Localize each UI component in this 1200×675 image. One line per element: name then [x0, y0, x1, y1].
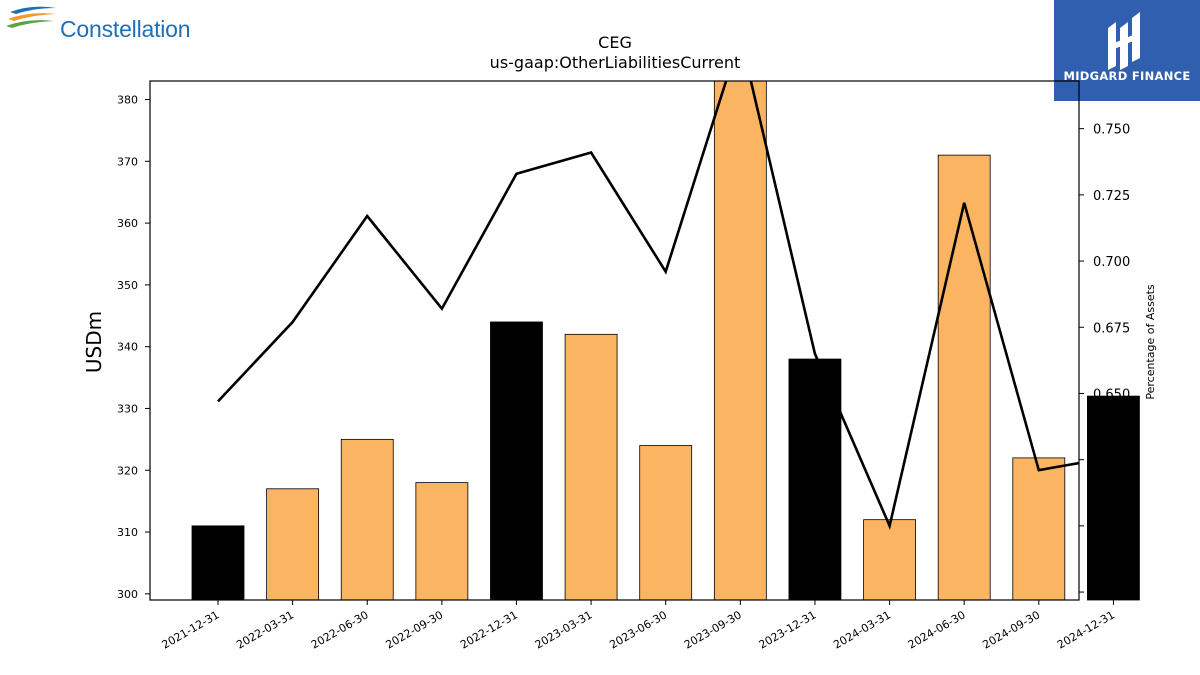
bar-2022-06-30 — [340, 438, 394, 601]
x-tick-label: 2024-03-31 — [831, 608, 893, 651]
bar-2024-03-31 — [863, 519, 916, 601]
bar-2022-03-31 — [266, 488, 320, 601]
bar-2024-12-31 — [1087, 395, 1140, 601]
bar-2022-09-30 — [415, 482, 469, 601]
x-tick-label: 2022-06-30 — [309, 608, 371, 651]
y2-tick-label: 0.750 — [1093, 123, 1130, 138]
bar-2024-09-30 — [1012, 457, 1066, 601]
x-tick-label: 2022-12-31 — [458, 608, 520, 651]
x-tick-label: 2023-09-30 — [682, 608, 744, 651]
y-tick-label: 310 — [117, 526, 138, 539]
y-tick-label: 370 — [117, 155, 138, 168]
y2-tick-label: 0.675 — [1093, 321, 1130, 336]
y-axis-label: USDm — [82, 311, 106, 373]
y2-tick-label: 0.600 — [1093, 520, 1130, 535]
x-tick-label: 2023-12-31 — [757, 608, 819, 651]
constellation-swoosh-icon — [6, 6, 56, 28]
y2-tick-label: 0.725 — [1093, 189, 1130, 204]
bar-2023-12-31 — [788, 358, 842, 601]
bar-2023-06-30 — [639, 445, 693, 601]
x-tick-label: 2021-12-31 — [160, 608, 222, 651]
y2-tick-label: 0.650 — [1093, 387, 1130, 402]
y-tick-label: 300 — [117, 588, 138, 601]
x-tick-label: 2023-06-30 — [607, 608, 669, 651]
y-tick-label: 320 — [117, 464, 138, 477]
x-tick-label: 2022-09-30 — [383, 608, 445, 651]
constellation-wordmark: Constellation — [60, 16, 191, 42]
percentage-of-assets-line — [217, 81, 1079, 531]
y2-tick-label: 0.625 — [1093, 454, 1130, 469]
y2-tick-label: 0.700 — [1093, 255, 1130, 270]
midgard-wordmark: MIDGARD FINANCE — [1063, 69, 1191, 83]
midgard-finance-logo: MIDGARD FINANCE — [1054, 0, 1200, 101]
bar-2022-12-31 — [490, 321, 543, 601]
y-tick-label: 330 — [117, 402, 138, 415]
x-tick-label: 2022-03-31 — [234, 608, 296, 651]
chart-subtitle: us-gaap:OtherLiabilitiesCurrent — [490, 53, 741, 72]
bar-2023-09-30 — [713, 80, 767, 601]
midgard-mark-icon — [1108, 12, 1140, 70]
y-tick-label: 380 — [117, 94, 138, 107]
y-tick-label: 360 — [117, 217, 138, 230]
bar-2021-12-31 — [191, 525, 245, 601]
x-tick-label: 2024-12-31 — [1055, 608, 1117, 651]
y-tick-label: 350 — [117, 279, 138, 292]
plot-frame — [149, 80, 1080, 601]
bar-2023-03-31 — [564, 333, 618, 601]
constellation-logo: Constellation — [4, 4, 214, 48]
chart-title: CEG — [598, 33, 632, 52]
bar-2024-06-30 — [937, 154, 991, 601]
x-tick-label: 2024-09-30 — [980, 608, 1042, 651]
y2-axis-label: Percentage of Assets — [1144, 284, 1157, 400]
x-tick-label: 2024-06-30 — [906, 608, 968, 651]
x-tick-label: 2023-03-31 — [533, 608, 595, 651]
y2-tick-label: 0.575 — [1093, 586, 1130, 601]
y-tick-label: 340 — [117, 341, 138, 354]
